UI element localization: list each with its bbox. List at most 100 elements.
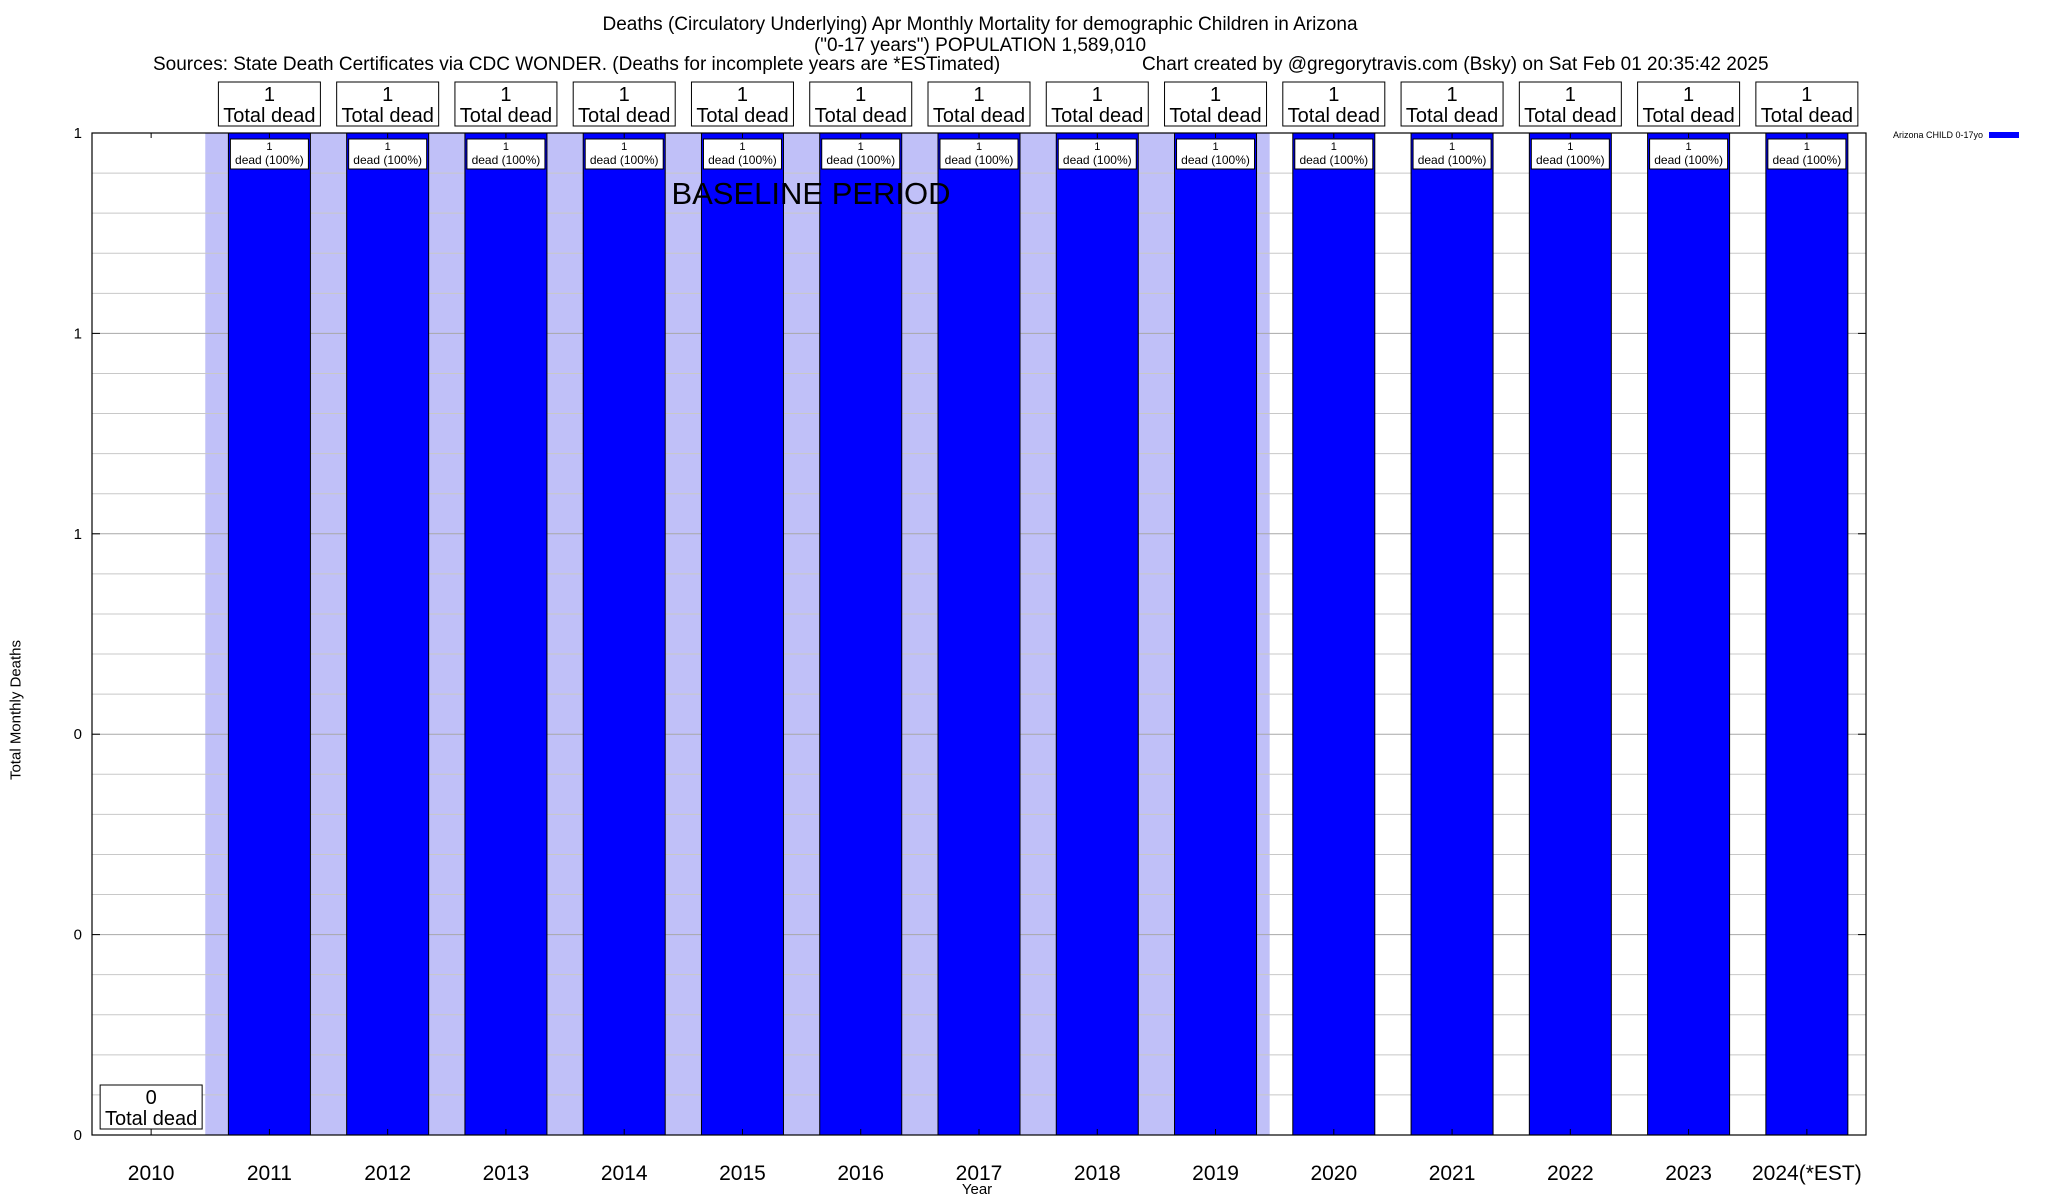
total-label-text: Total dead	[578, 105, 670, 127]
total-label-value: 1	[500, 84, 511, 106]
bar-inner-label-text: dead (100%)	[1654, 153, 1723, 167]
bar	[700, 132, 784, 1136]
bar	[346, 132, 430, 1136]
bar	[1292, 132, 1376, 1136]
bar-inner-label-value: 1	[385, 141, 391, 153]
chart-title-line1: Deaths (Circulatory Underlying) Apr Mont…	[602, 14, 1358, 35]
x-tick-label: 2010	[128, 1162, 175, 1185]
total-label-box	[1282, 81, 1386, 127]
bar-inner-label-text: dead (100%)	[1773, 153, 1842, 167]
bar-inner-label-value: 1	[621, 141, 627, 153]
total-label-value: 1	[973, 84, 984, 106]
total-label-value: 1	[1447, 84, 1458, 106]
bar-inner-label-text: dead (100%)	[826, 153, 895, 167]
total-label-text: Total dead	[696, 105, 788, 127]
y-tick-label: 0	[74, 1127, 82, 1144]
total-label-value: 0	[146, 1087, 157, 1109]
bar-inner-label-value: 1	[1449, 141, 1455, 153]
total-label-text: Total dead	[1761, 105, 1853, 127]
bar-inner-label-text: dead (100%)	[1299, 153, 1368, 167]
y-axis-label: Total Monthly Deaths	[7, 639, 25, 781]
bar-inner-label-text: dead (100%)	[1181, 153, 1250, 167]
bar-inner-label-text: dead (100%)	[1536, 153, 1605, 167]
x-tick-label: 2018	[1074, 1162, 1121, 1185]
y-tick-label: 1	[74, 125, 82, 142]
bar-inner-label-text: dead (100%)	[1063, 153, 1132, 167]
total-label-box	[99, 1084, 203, 1130]
total-label-box	[572, 81, 676, 127]
bar-inner-label-box	[1057, 138, 1137, 170]
bar-inner-label-box	[1176, 138, 1256, 170]
total-label-box	[1045, 81, 1149, 127]
total-label-box	[1400, 81, 1504, 127]
x-tick-label: 2015	[719, 1162, 766, 1185]
bar-inner-label-value: 1	[266, 141, 272, 153]
total-label-text: Total dead	[223, 105, 315, 127]
bar	[1765, 132, 1849, 1136]
total-label-value: 1	[1210, 84, 1221, 106]
bar-inner-label-value: 1	[976, 141, 982, 153]
legend: Arizona CHILD 0-17yo	[1893, 130, 2020, 140]
x-tick-label: 2022	[1547, 1162, 1594, 1185]
total-label-text: Total dead	[105, 1108, 197, 1130]
baseline-period-label: BASELINE PERIOD	[671, 176, 950, 211]
total-label-value: 1	[855, 84, 866, 106]
bar-inner-label-box	[1294, 138, 1374, 170]
bar-inner-label-box	[348, 138, 428, 170]
bar-inner-label-text: dead (100%)	[472, 153, 541, 167]
bar	[1528, 132, 1612, 1136]
bar	[1174, 132, 1258, 1136]
total-label-box	[1755, 81, 1859, 127]
bar-inner-label-box	[584, 138, 664, 170]
bar-inner-label-box	[1649, 138, 1729, 170]
bar	[1055, 132, 1139, 1136]
total-label-box	[927, 81, 1031, 127]
bar	[227, 132, 311, 1136]
total-label-box	[454, 81, 558, 127]
total-label-box	[809, 81, 913, 127]
bar	[1647, 132, 1731, 1136]
x-tick-label: 2024(*EST)	[1752, 1162, 1862, 1185]
total-label-value: 1	[619, 84, 630, 106]
total-label-text: Total dead	[1406, 105, 1498, 127]
total-label-text: Total dead	[933, 105, 1025, 127]
total-label-box	[1164, 81, 1268, 127]
total-label-box	[336, 81, 440, 127]
bar-inner-label-box	[702, 138, 782, 170]
legend-label: Arizona CHILD 0-17yo	[1893, 130, 1984, 140]
bar	[1410, 132, 1494, 1136]
x-tick-label: 2017	[956, 1162, 1003, 1185]
legend-swatch	[1989, 132, 2020, 138]
bar-inner-label-box	[229, 138, 309, 170]
total-label-text: Total dead	[1642, 105, 1734, 127]
bar	[464, 132, 548, 1136]
total-label-value: 1	[1683, 84, 1694, 106]
total-label-value: 1	[1328, 84, 1339, 106]
total-label-text: Total dead	[1051, 105, 1143, 127]
total-label-box	[217, 81, 321, 127]
x-tick-label: 2020	[1310, 1162, 1357, 1185]
bar-inner-label-value: 1	[739, 141, 745, 153]
total-label-value: 1	[1092, 84, 1103, 106]
y-tick-label: 0	[74, 927, 82, 944]
total-label-text: Total dead	[815, 105, 907, 127]
x-tick-label: 2012	[364, 1162, 411, 1185]
bar-inner-label-text: dead (100%)	[353, 153, 422, 167]
bar-inner-label-value: 1	[503, 141, 509, 153]
total-label-text: Total dead	[1288, 105, 1380, 127]
bar-inner-label-value: 1	[1686, 141, 1692, 153]
bar	[582, 132, 666, 1136]
total-label-box	[1518, 81, 1622, 127]
y-tick-label: 1	[74, 526, 82, 543]
bar-inner-label-text: dead (100%)	[945, 153, 1014, 167]
total-label-text: Total dead	[1524, 105, 1616, 127]
bar-inner-label-value: 1	[858, 141, 864, 153]
x-tick-label: 2011	[247, 1162, 292, 1185]
bar-inner-label-text: dead (100%)	[235, 153, 304, 167]
bar-inner-label-box	[939, 138, 1019, 170]
bar-inner-label-value: 1	[1567, 141, 1573, 153]
bar-inner-label-value: 1	[1094, 141, 1100, 153]
total-label-text: Total dead	[1169, 105, 1261, 127]
y-tick-label: 0	[74, 726, 82, 743]
bar-inner-label-value: 1	[1804, 141, 1810, 153]
